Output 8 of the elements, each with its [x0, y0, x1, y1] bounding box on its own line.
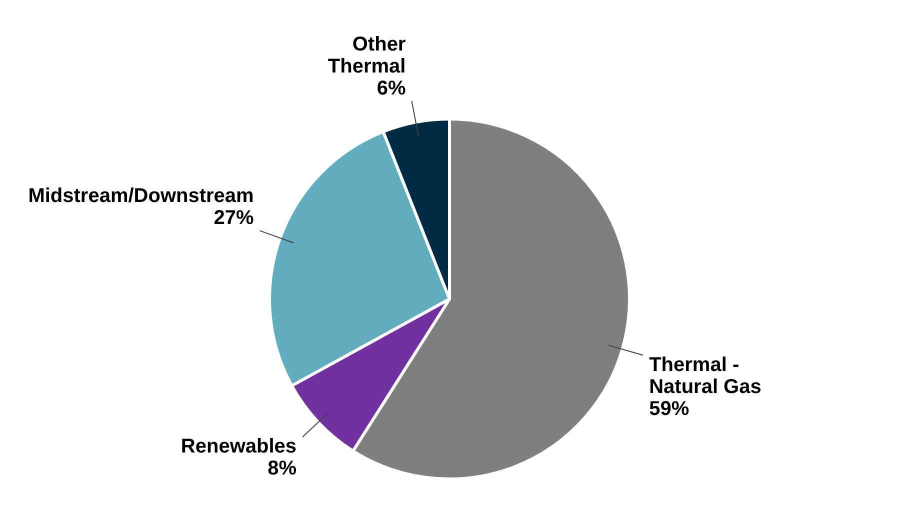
- slice-label: Thermal - Natural Gas: [649, 354, 762, 398]
- slice-label: Other Thermal: [328, 33, 406, 78]
- slice-label: Midstream/Downstream: [28, 185, 254, 208]
- data-label: 8%: [268, 458, 297, 480]
- data-label: 59%: [649, 398, 690, 420]
- data-label: 27%: [214, 207, 254, 230]
- slice-label: Renewables: [180, 436, 297, 458]
- data-label: 6%: [376, 77, 406, 100]
